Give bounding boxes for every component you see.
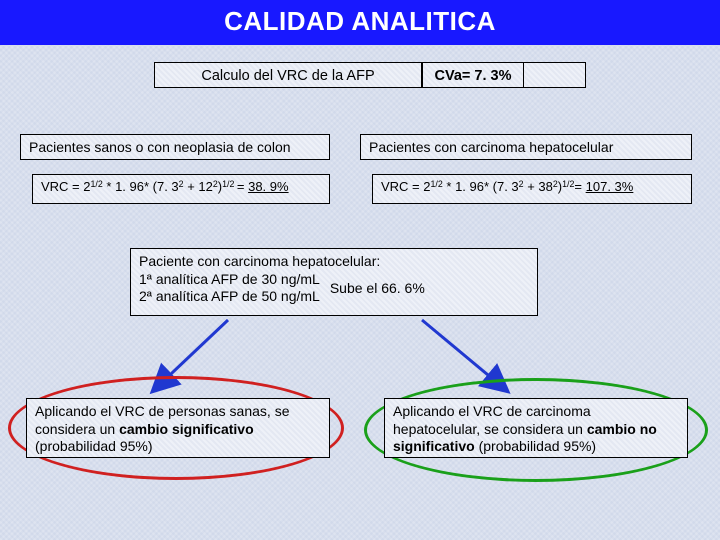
patients-right: Pacientes con carcinoma hepatocelular bbox=[369, 139, 613, 155]
formula-right: VRC = 21/2 * 1. 96* (7. 32 + 382)1/2= 10… bbox=[381, 179, 633, 194]
cva-box: CVa= 7. 3% bbox=[422, 62, 524, 88]
case-box: Paciente con carcinoma hepatocelular: 1ª… bbox=[130, 248, 538, 316]
patients-left: Pacientes sanos o con neoplasia de colon bbox=[29, 139, 291, 155]
patients-left-box: Pacientes sanos o con neoplasia de colon bbox=[20, 134, 330, 160]
calc-label: Calculo del VRC de la AFP bbox=[201, 68, 374, 84]
calc-label-box: Calculo del VRC de la AFP bbox=[154, 62, 422, 88]
formula-left-box: VRC = 21/2 * 1. 96* (7. 32 + 122)1/2 = 3… bbox=[32, 174, 330, 204]
conclusion-left: Aplicando el VRC de personas sanas, se c… bbox=[35, 403, 289, 454]
case-sube: Sube el 66. 6% bbox=[330, 280, 425, 306]
cva-label: CVa= 7. 3% bbox=[435, 68, 512, 84]
case-line2: 1ª analítica AFP de 30 ng/mL bbox=[139, 271, 320, 289]
conclusion-right-box: Aplicando el VRC de carcinoma hepatocelu… bbox=[384, 398, 688, 458]
formula-left: VRC = 21/2 * 1. 96* (7. 32 + 122)1/2 = 3… bbox=[41, 179, 289, 194]
conclusion-left-box: Aplicando el VRC de personas sanas, se c… bbox=[26, 398, 330, 458]
conclusion-right: Aplicando el VRC de carcinoma hepatocelu… bbox=[393, 403, 657, 454]
case-line3: 2ª analítica AFP de 50 ng/mL bbox=[139, 288, 320, 306]
patients-right-box: Pacientes con carcinoma hepatocelular bbox=[360, 134, 692, 160]
formula-right-box: VRC = 21/2 * 1. 96* (7. 32 + 382)1/2= 10… bbox=[372, 174, 692, 204]
case-line1: Paciente con carcinoma hepatocelular: bbox=[139, 253, 529, 271]
